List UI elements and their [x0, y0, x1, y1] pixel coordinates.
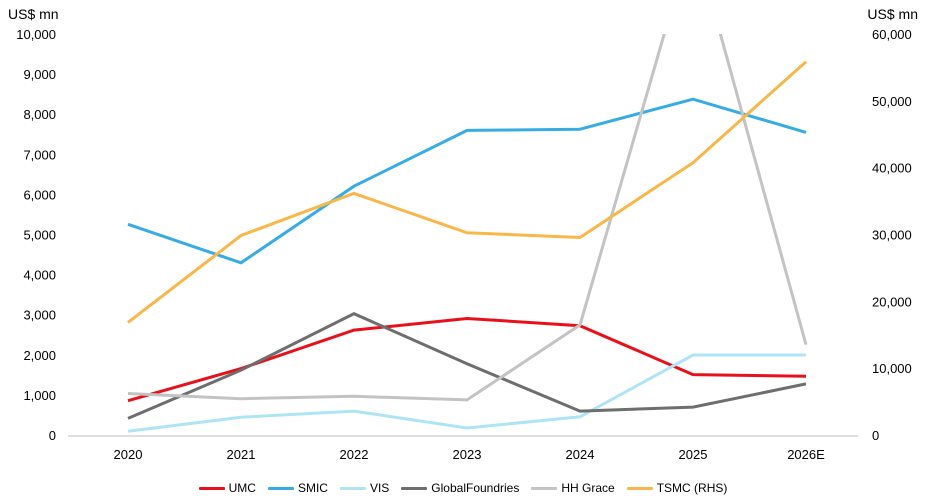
- left-y-tick-label: 10,000: [16, 27, 56, 42]
- right-y-tick-label: 50,000: [872, 94, 912, 109]
- x-tick-label: 2024: [566, 447, 595, 462]
- right-y-tick-label: 30,000: [872, 228, 912, 243]
- legend-item-vis: VIS: [339, 481, 390, 495]
- legend-item-tsmc-rhs: TSMC (RHS): [626, 481, 728, 495]
- legend-item-smic: SMIC: [267, 481, 328, 495]
- right-y-tick-label: 10,000: [872, 361, 912, 376]
- legend-swatch: [267, 486, 294, 490]
- left-y-tick-label: 3,000: [23, 308, 56, 323]
- legend-item-umc: UMC: [198, 481, 256, 495]
- left-y-axis: 0 1,000 2,000 3,000 4,000 5,000 6,000 7,000 8,00…: [16, 27, 56, 443]
- series-layer: [127, 34, 808, 433]
- right-y-tick-label: 60,000: [872, 27, 912, 42]
- left-y-tick-label: 8,000: [23, 107, 56, 122]
- legend-swatch: [401, 486, 428, 490]
- right-y-tick-label: 20,000: [872, 294, 912, 309]
- left-y-tick-label: 7,000: [23, 147, 56, 162]
- series-line-hh-grace: [127, 34, 808, 402]
- left-y-tick-label: 2,000: [23, 348, 56, 363]
- x-tick-label: 2021: [227, 447, 256, 462]
- x-tick-label: 2025: [679, 447, 708, 462]
- left-y-tick-label: 6,000: [23, 187, 56, 202]
- legend-label: HH Grace: [561, 481, 615, 495]
- x-tick-label: 2022: [340, 447, 369, 462]
- left-y-tick-label: 4,000: [23, 268, 56, 283]
- legend-swatch: [626, 486, 653, 490]
- x-tick-label: 2026E: [787, 447, 825, 462]
- left-y-tick-label: 0: [49, 428, 56, 443]
- legend-label: TSMC (RHS): [656, 481, 728, 495]
- legend-swatch: [198, 486, 225, 490]
- series-line-vis: [127, 353, 806, 433]
- right-y-tick-label: 40,000: [872, 161, 912, 176]
- chart-legend: UMC SMIC VIS GlobalFoundries HH Grace TSMC (R…: [0, 480, 926, 496]
- legend-item-globalfoundries: GlobalFoundries: [401, 481, 519, 495]
- series-line-tsmc-rhs: [127, 60, 807, 324]
- series-line-globalfoundries: [127, 312, 807, 420]
- legend-label: UMC: [228, 481, 256, 495]
- legend-swatch: [531, 486, 558, 490]
- series-line-umc: [127, 316, 807, 403]
- legend-label: SMIC: [297, 481, 328, 495]
- left-y-tick-label: 5,000: [23, 228, 56, 243]
- legend-label: VIS: [369, 481, 390, 495]
- x-tick-label: 2020: [114, 447, 143, 462]
- left-y-tick-label: 1,000: [23, 388, 56, 403]
- right-axis-unit-label: US$ mn: [867, 6, 918, 22]
- right-y-tick-label: 0: [872, 428, 879, 443]
- x-tick-label: 2023: [453, 447, 482, 462]
- left-axis-unit-label: US$ mn: [8, 6, 59, 22]
- legend-item-hh-grace: HH Grace: [531, 481, 615, 495]
- left-y-tick-label: 9,000: [23, 67, 56, 82]
- line-chart: US$ mn US$ mn 0 1,000 2,000 3,000 4,000 5,000…: [8, 6, 918, 462]
- x-axis: 2020 2021 2022 2023 2024 2025 2026E: [114, 447, 826, 462]
- legend-label: GlobalFoundries: [431, 481, 520, 495]
- right-y-axis: 0 10,000 20,000 30,000 40,000 50,000 60,000: [872, 27, 912, 443]
- series-line-smic: [127, 97, 807, 265]
- legend-swatch: [339, 486, 366, 490]
